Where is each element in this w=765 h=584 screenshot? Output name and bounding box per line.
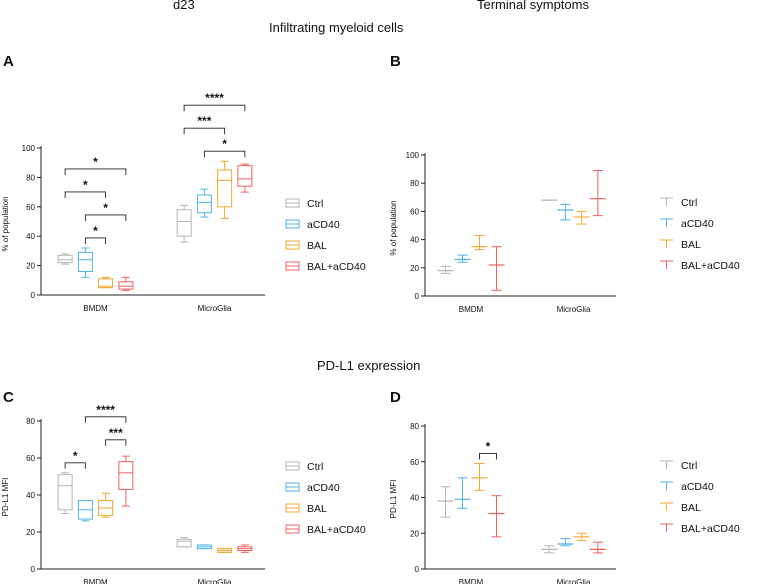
significance-bracket [105,439,127,446]
significance-bracket [84,416,127,423]
significance-bracket [84,214,127,221]
significance-label: * [103,201,108,215]
box-body [237,165,253,187]
box-body [176,538,192,548]
x-category-label-c: BMDM [83,578,108,584]
panel-b-label: B [390,53,401,70]
y-tick-label-c: 80 [26,417,35,426]
box-body [118,281,134,290]
y-tick-label-a: 20 [26,262,35,271]
significance-bracket [64,462,86,469]
y-tick-label-b: 80 [410,179,419,188]
box-body [118,461,134,490]
y-tick-label-c: 60 [26,454,35,463]
significance-label: * [93,155,98,169]
significance-bracket [183,104,246,112]
y-tick-label-d: 40 [410,494,419,503]
significance-label: * [486,440,491,454]
box-body [57,254,73,264]
y-tick-label-d: 80 [410,422,419,431]
legend-label: BAL+aCD40 [307,261,366,273]
y-tick-label-c: 0 [31,565,36,574]
y-tick-label-a: 60 [26,203,35,212]
significance-label: **** [96,403,115,417]
legend-label: Ctrl [681,197,697,209]
y-tick-label-b: 60 [410,207,419,216]
box-body [57,474,73,511]
y-tick-label-b: 20 [410,264,419,273]
title-pdl1-expression: PD-L1 expression [317,358,421,373]
significance-label: * [222,137,227,151]
significance-label: * [83,178,88,192]
x-category-label-d: BMDM [459,578,484,584]
y-tick-label-a: 100 [22,144,36,153]
y-tick-label-d: 20 [410,529,419,538]
x-category-label-a: MicroGlia [198,304,232,313]
legend-label: Ctrl [681,460,697,472]
y-tick-label-c: 20 [26,528,35,537]
y-tick-label-a: 40 [26,232,35,241]
box-body [196,194,212,214]
legend-label: Ctrl [307,198,323,210]
significance-bracket [64,191,107,198]
y-tick-label-b: 40 [410,236,419,245]
y-axis-label-d: PD-L1 MFI [389,480,398,519]
y-tick-label-d: 0 [415,565,420,574]
legend-label: aCD40 [307,219,340,231]
title-d23: d23 [173,0,195,12]
significance-label: *** [109,426,123,440]
box-body [98,278,114,289]
x-category-label-d: MicroGlia [557,578,591,584]
y-axis-label-b: % of population [389,200,398,255]
box-body [217,169,233,208]
title-terminal-symptoms: Terminal symptoms [477,0,589,12]
panel-c-label: C [3,389,14,406]
legend-label: aCD40 [681,218,714,230]
y-tick-label-b: 100 [406,151,420,160]
significance-label: * [93,224,98,238]
title-infiltrating-myeloid: Infiltrating myeloid cells [269,20,404,35]
y-tick-label-d: 60 [410,458,419,467]
x-category-label-b: BMDM [459,305,484,314]
y-tick-label-a: 80 [26,173,35,182]
legend-label: BAL [307,503,327,515]
legend-label: BAL+aCD40 [681,260,740,272]
significance-label: * [73,449,78,463]
x-category-label-a: BMDM [83,304,108,313]
legend-label: Ctrl [307,461,323,473]
significance-bracket [479,453,497,460]
panel-a-label: A [3,53,14,70]
significance-bracket [183,127,226,135]
y-axis-label-a: % of population [1,196,10,251]
legend-label: BAL [681,239,701,251]
legend-label: aCD40 [307,482,340,494]
x-category-label-c: MicroGlia [198,578,232,584]
legend-label: BAL [681,502,701,514]
y-tick-label-c: 40 [26,491,35,500]
significance-bracket [203,150,246,158]
significance-label: *** [197,114,211,128]
legend-label: aCD40 [681,481,714,493]
panel-d-label: D [390,389,401,406]
box-body [77,251,93,272]
significance-bracket [64,168,127,175]
x-category-label-b: MicroGlia [557,305,591,314]
legend-label: BAL+aCD40 [307,524,366,536]
significance-bracket [84,237,107,244]
y-axis-label-c: PD-L1 MFI [1,478,10,517]
y-tick-label-a: 0 [31,291,36,300]
legend-label: BAL [307,240,327,252]
legend-label: BAL+aCD40 [681,523,740,535]
significance-label: **** [205,91,224,105]
box-body [176,209,192,237]
y-tick-label-b: 0 [415,292,420,301]
